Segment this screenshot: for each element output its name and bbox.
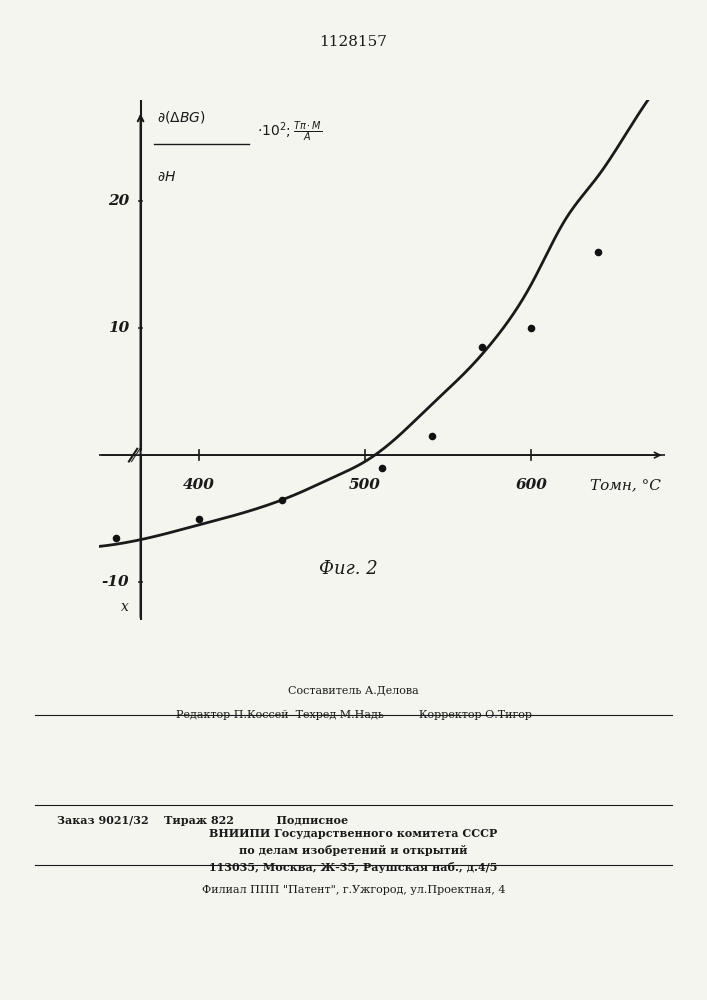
Text: 500: 500 <box>349 478 381 492</box>
Text: 20: 20 <box>107 194 129 208</box>
Text: Редактор П.Коссей  Техред М.Надь          Корректор О.Тигор: Редактор П.Коссей Техред М.Надь Корректо… <box>175 710 532 720</box>
Text: $\cdot 10^2; \frac{T\pi \cdot M}{A}$: $\cdot 10^2; \frac{T\pi \cdot M}{A}$ <box>257 120 322 144</box>
Text: -10: -10 <box>101 575 129 589</box>
Point <box>276 492 288 508</box>
Text: Составитель А.Делова: Составитель А.Делова <box>288 685 419 695</box>
Text: Tомн, °C: Tомн, °C <box>590 478 661 492</box>
Text: 600: 600 <box>515 478 547 492</box>
Text: $\partial(\Delta BG)$: $\partial(\Delta BG)$ <box>157 109 206 125</box>
Point <box>526 320 537 336</box>
Point <box>193 511 204 527</box>
Text: 113035, Москва, Ж-35, Раушская наб., д.4/5: 113035, Москва, Ж-35, Раушская наб., д.4… <box>209 862 498 873</box>
Point <box>476 339 487 355</box>
Text: Заказ 9021/32    Тираж 822           Подписное: Заказ 9021/32 Тираж 822 Подписное <box>57 815 348 826</box>
Text: x: x <box>121 600 129 614</box>
Text: Филиал ППП "Патент", г.Ужгород, ул.Проектная, 4: Филиал ППП "Патент", г.Ужгород, ул.Проек… <box>201 885 506 895</box>
Text: Фиг. 2: Фиг. 2 <box>319 560 378 578</box>
Point <box>426 428 438 444</box>
Text: по делам изобретений и открытий: по делам изобретений и открытий <box>239 845 468 856</box>
Text: ВНИИПИ Государственного комитета СССР: ВНИИПИ Государственного комитета СССР <box>209 828 498 839</box>
Text: 1128157: 1128157 <box>320 35 387 49</box>
Text: 400: 400 <box>183 478 215 492</box>
Point <box>376 460 387 476</box>
Text: $\partial H$: $\partial H$ <box>157 170 177 184</box>
Text: 10: 10 <box>107 321 129 335</box>
Point <box>592 244 604 260</box>
Point <box>110 530 122 546</box>
